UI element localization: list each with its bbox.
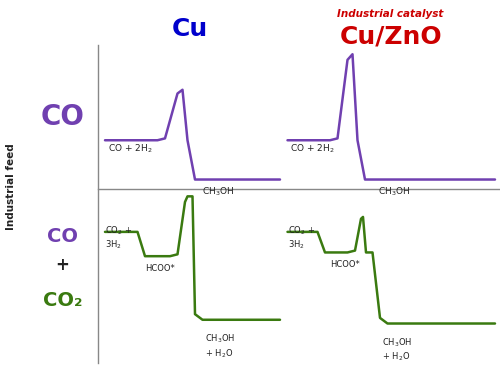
Text: HCOO*: HCOO* xyxy=(145,264,175,273)
Text: CO + 2H$_2$: CO + 2H$_2$ xyxy=(290,142,335,154)
Text: +: + xyxy=(56,255,70,274)
Text: CH$_3$OH
+ H$_2$O: CH$_3$OH + H$_2$O xyxy=(382,337,413,364)
Text: CO + 2H$_2$: CO + 2H$_2$ xyxy=(108,142,152,154)
Text: CO: CO xyxy=(40,103,84,131)
Text: CO: CO xyxy=(47,227,78,246)
Text: Cu: Cu xyxy=(172,17,208,41)
Text: CH$_3$OH: CH$_3$OH xyxy=(378,185,410,197)
Text: CH$_3$OH: CH$_3$OH xyxy=(202,185,235,197)
Text: Industrial feed: Industrial feed xyxy=(6,144,16,230)
Text: CH$_3$OH
+ H$_2$O: CH$_3$OH + H$_2$O xyxy=(205,333,236,360)
Text: CO₂: CO₂ xyxy=(43,291,82,310)
Text: Cu/ZnO: Cu/ZnO xyxy=(340,24,442,48)
Text: CO$_2$ +
3H$_2$: CO$_2$ + 3H$_2$ xyxy=(288,224,314,251)
Text: HCOO*: HCOO* xyxy=(330,260,360,269)
Text: Industrial catalyst: Industrial catalyst xyxy=(337,9,443,19)
Text: CO$_2$ +
3H$_2$: CO$_2$ + 3H$_2$ xyxy=(105,224,132,251)
